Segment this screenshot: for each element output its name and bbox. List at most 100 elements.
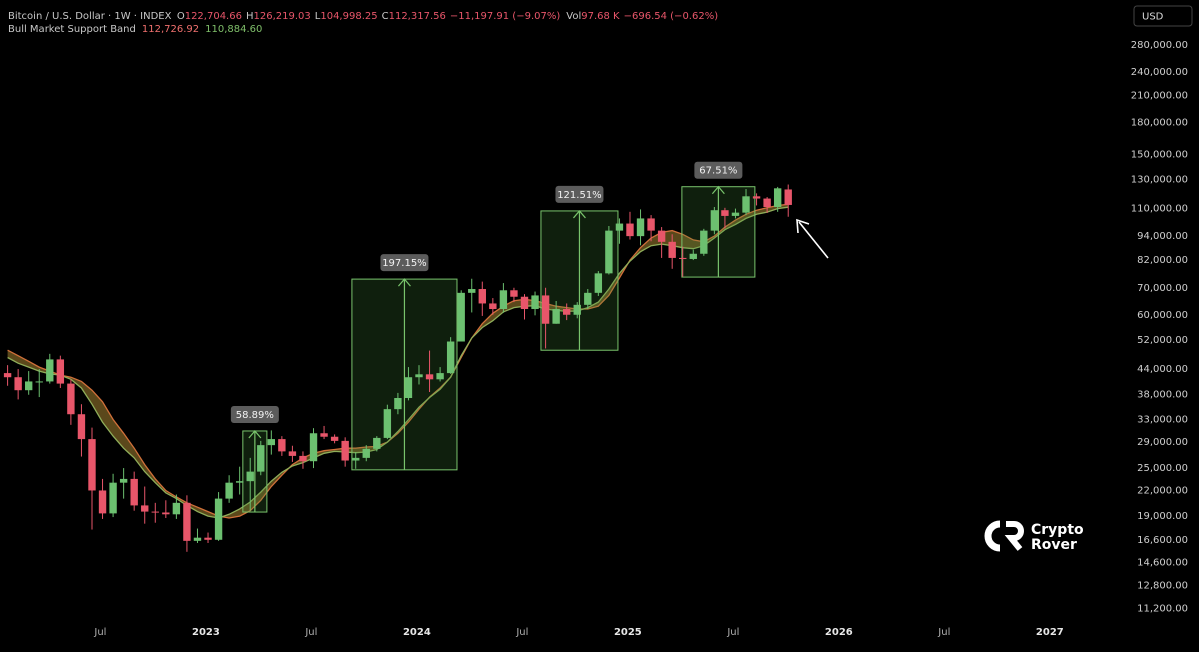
candle-body	[267, 439, 276, 446]
candle-body	[193, 537, 202, 541]
title: Bitcoin / U.S. Dollar · 1W · INDEX	[8, 11, 172, 22]
watermark-logo: Crypto Rover	[984, 520, 1084, 553]
measure-arrowhead	[248, 430, 262, 439]
candle-body	[731, 212, 740, 216]
candle-body	[446, 341, 455, 374]
candle-body	[468, 289, 476, 293]
candle-body	[584, 292, 592, 305]
quote-value: 104,998.25	[320, 11, 377, 22]
candle-body	[636, 218, 645, 237]
watermark-text: Rover	[1031, 537, 1077, 553]
candle-body	[425, 374, 434, 380]
candle-body	[77, 414, 86, 440]
candle-body	[352, 457, 360, 461]
candle-body	[130, 478, 138, 506]
candle-body	[25, 381, 33, 391]
candle-body	[541, 295, 550, 324]
change: −11,197.91 (−9.07%)	[450, 11, 560, 22]
y-tick-label: 44,000.00	[1137, 364, 1188, 375]
candle-body	[67, 383, 75, 415]
quote-value: 122,704.66	[185, 11, 242, 22]
measure-label-bg	[380, 254, 429, 272]
candle-body	[773, 188, 782, 208]
y-tick-label: 16,600.00	[1137, 535, 1188, 546]
candle-body	[204, 537, 212, 540]
x-tick-label: Jul	[937, 627, 950, 638]
candle-body	[235, 481, 244, 483]
y-tick-label: 150,000.00	[1131, 149, 1188, 160]
x-tick-label: 2024	[403, 627, 431, 638]
x-tick-label: 2026	[825, 627, 853, 638]
measure-arrowhead	[572, 210, 586, 219]
measure-label-bg	[694, 161, 743, 179]
currency-button[interactable]	[1133, 5, 1193, 27]
candle-body	[573, 304, 581, 315]
y-tick-label: 130,000.00	[1131, 174, 1188, 185]
candle-body	[109, 482, 117, 514]
candle-body	[689, 253, 697, 259]
pointer-arrow	[796, 218, 829, 259]
candle-body	[362, 448, 370, 458]
candle-body	[183, 502, 191, 541]
candle-body	[246, 471, 254, 482]
candle-body	[510, 290, 518, 297]
y-tick-label: 22,000.00	[1137, 485, 1188, 496]
vol-value: 97.68 K	[581, 11, 620, 22]
candle-body	[668, 241, 676, 258]
x-tick-label: Jul	[515, 627, 528, 638]
candle-body	[742, 196, 750, 213]
indicator-name: Bull Market Support Band	[8, 24, 136, 35]
indicator-value: 110,884.60	[205, 24, 262, 35]
chart-header: Bitcoin / U.S. Dollar · 1W · INDEX O122,7…	[8, 11, 718, 22]
currency-label: USD	[1142, 12, 1164, 23]
y-tick-label: 60,000.00	[1137, 310, 1188, 321]
candle-body	[763, 198, 771, 208]
watermark-text: Crypto	[1031, 522, 1084, 538]
candle-body	[56, 359, 65, 384]
candle-body	[98, 490, 107, 514]
candle-body	[457, 292, 465, 342]
candle-body	[710, 210, 719, 231]
candle-body	[657, 230, 666, 242]
vol-change: −696.54 (−0.62%)	[624, 11, 719, 22]
candle-body	[225, 482, 233, 499]
y-tick-label: 240,000.00	[1131, 67, 1188, 78]
measure-arrowhead	[711, 185, 725, 195]
candle-body	[288, 451, 297, 456]
quote-key: L	[315, 11, 321, 22]
candle-body	[320, 433, 328, 437]
y-tick-label: 110,000.00	[1131, 204, 1188, 215]
band-line	[7, 206, 789, 519]
candle-body	[172, 502, 181, 515]
quote-key: C	[382, 11, 389, 22]
candle-body	[394, 398, 402, 410]
indicator-value: 112,726.92	[142, 24, 199, 35]
candle-body	[721, 210, 729, 216]
candle-body	[562, 309, 571, 315]
y-tick-label: 12,800.00	[1137, 580, 1188, 591]
plot-area: 58.89% 197.15% 121.51% 67.51%	[3, 161, 792, 552]
measure-arrowhead	[397, 278, 411, 287]
y-tick-label: 14,600.00	[1137, 557, 1188, 568]
x-tick-label: Jul	[304, 627, 317, 638]
candle-body	[531, 295, 539, 310]
candle-body	[341, 440, 349, 461]
vol-label: Vol	[566, 11, 581, 22]
candle-body	[373, 437, 381, 449]
y-tick-label: 180,000.00	[1131, 117, 1188, 128]
candle-body	[151, 511, 159, 513]
measure-label: 121.51%	[557, 190, 602, 201]
candle-body	[88, 439, 96, 491]
x-tick-label: 2025	[614, 627, 642, 638]
candle-body	[278, 439, 286, 452]
quote-key: H	[246, 11, 254, 22]
candle-body	[257, 445, 265, 472]
candle-body	[499, 290, 508, 310]
y-tick-label: 210,000.00	[1131, 90, 1188, 101]
y-tick-label: 94,000.00	[1137, 231, 1188, 242]
candle-body	[162, 512, 170, 515]
quote-key: O	[177, 11, 185, 22]
candle-body	[647, 218, 655, 231]
x-tick-label: Jul	[726, 627, 739, 638]
